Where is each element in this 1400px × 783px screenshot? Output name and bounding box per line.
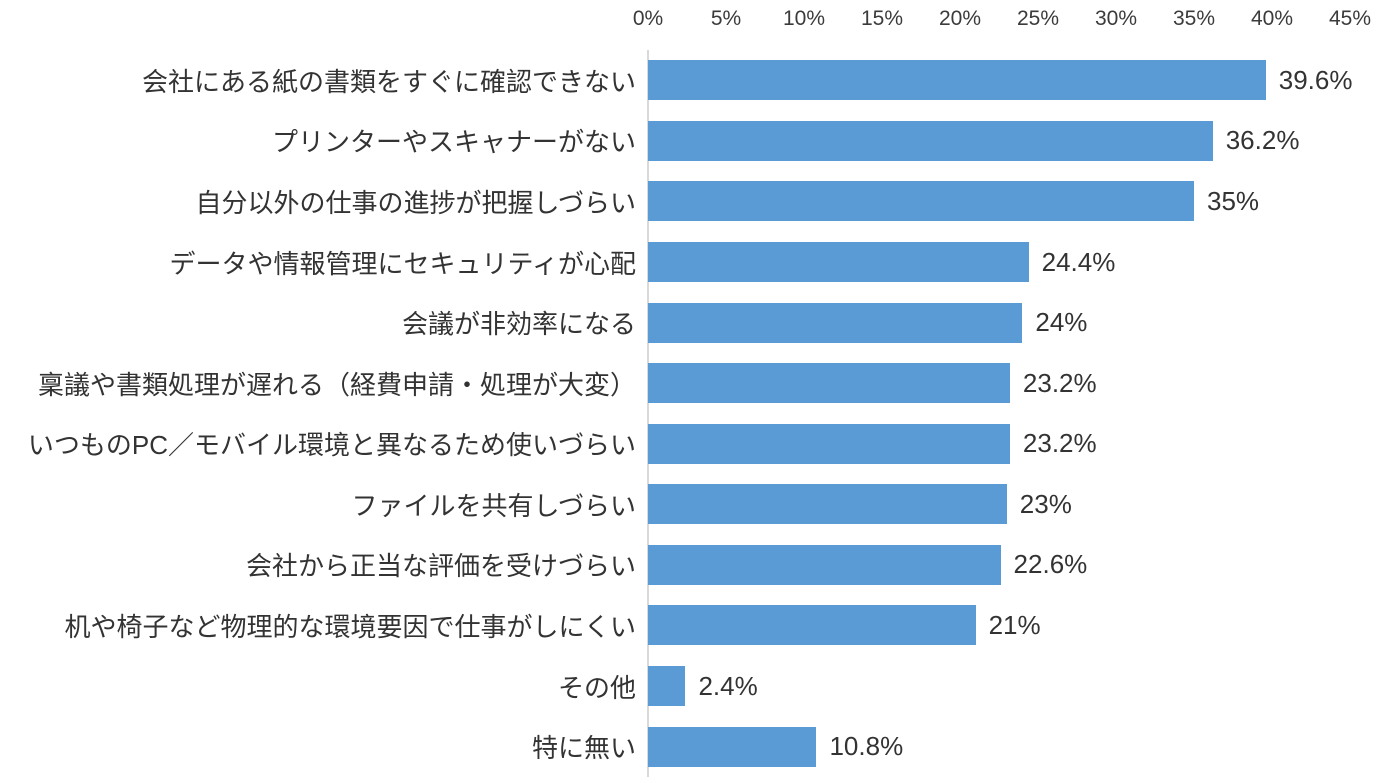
x-tick-label: 35% xyxy=(1172,7,1216,30)
chart-rows: 会社にある紙の書類をすぐに確認できない 39.6% プリンターやスキャナーがない… xyxy=(0,50,1400,777)
value-label: 23.2% xyxy=(1022,367,1097,398)
x-tick-label: 15% xyxy=(860,7,904,30)
y-axis-line xyxy=(647,50,649,777)
chart-row: 稟議や書類処理が遅れる（経費申請・処理が大変） 23.2% xyxy=(0,353,1400,414)
x-tick-label: 45% xyxy=(1328,7,1372,30)
bar xyxy=(648,363,1010,404)
x-tick-label: 0% xyxy=(632,7,664,30)
value-label: 36.2% xyxy=(1225,125,1300,156)
value-label: 39.6% xyxy=(1278,64,1353,95)
chart-row: その他 2.4% xyxy=(0,656,1400,717)
value-label: 23.2% xyxy=(1022,428,1097,459)
category-label: プリンターやスキャナーがない xyxy=(271,127,636,158)
bar xyxy=(648,666,686,707)
chart-row: 会社にある紙の書類をすぐに確認できない 39.6% xyxy=(0,50,1400,111)
x-tick-label: 30% xyxy=(1094,7,1138,30)
bar xyxy=(648,60,1266,101)
chart-row: ファイルを共有しづらい 23% xyxy=(0,474,1400,535)
value-label: 2.4% xyxy=(698,670,758,701)
x-tick-label: 10% xyxy=(782,7,826,30)
category-label: 自分以外の仕事の進捗が把握しづらい xyxy=(195,187,636,218)
category-label: 会議が非効率になる xyxy=(401,309,636,340)
value-label: 23% xyxy=(1019,488,1072,519)
value-label: 35% xyxy=(1207,185,1260,216)
bar xyxy=(648,484,1007,525)
category-label: 机や椅子など物理的な環境要因で仕事がしにくい xyxy=(64,611,636,642)
bar xyxy=(648,302,1023,343)
category-label: 会社から正当な評価を受けづらい xyxy=(245,551,636,582)
bar xyxy=(648,544,1001,585)
chart-row: 自分以外の仕事の進捗が把握しづらい 35% xyxy=(0,171,1400,232)
x-tick-label: 40% xyxy=(1250,7,1294,30)
bar xyxy=(648,726,817,767)
category-label: 会社にある紙の書類をすぐに確認できない xyxy=(141,66,636,97)
category-label: 稟議や書類処理が遅れる（経費申請・処理が大変） xyxy=(37,369,636,400)
value-label: 22.6% xyxy=(1013,549,1088,580)
bar xyxy=(648,242,1029,283)
x-tick-label: 25% xyxy=(1016,7,1060,30)
bar xyxy=(648,181,1194,222)
category-label: いつものPC／モバイル環境と異なるため使いづらい xyxy=(27,430,636,461)
chart-row: データや情報管理にセキュリティが心配 24.4% xyxy=(0,232,1400,293)
chart-row: 机や椅子など物理的な環境要因で仕事がしにくい 21% xyxy=(0,595,1400,656)
chart-row: いつものPC／モバイル環境と異なるため使いづらい 23.2% xyxy=(0,413,1400,474)
value-label: 24% xyxy=(1035,307,1088,338)
bar xyxy=(648,605,976,646)
value-label: 21% xyxy=(988,609,1041,640)
x-tick-label: 20% xyxy=(938,7,982,30)
value-label: 24.4% xyxy=(1041,246,1116,277)
category-label: データや情報管理にセキュリティが心配 xyxy=(169,248,636,279)
bar xyxy=(648,120,1213,161)
category-label: その他 xyxy=(557,672,636,703)
chart-row: 特に無い 10.8% xyxy=(0,716,1400,777)
chart-row: 会社から正当な評価を受けづらい 22.6% xyxy=(0,535,1400,596)
category-label: 特に無い xyxy=(531,733,636,764)
chart-row: プリンターやスキャナーがない 36.2% xyxy=(0,111,1400,172)
x-axis: 0% 5% 10% 15% 20% 25% 30% 35% 40% 45% xyxy=(0,0,1400,50)
value-label: 10.8% xyxy=(829,731,904,762)
chart-row: 会議が非効率になる 24% xyxy=(0,292,1400,353)
bar xyxy=(648,423,1010,464)
x-tick-label: 5% xyxy=(710,7,742,30)
category-label: ファイルを共有しづらい xyxy=(351,490,636,521)
